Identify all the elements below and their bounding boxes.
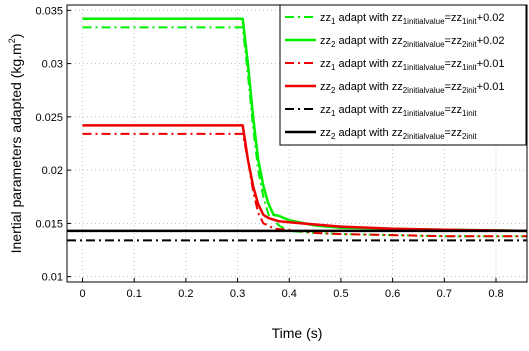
legend-text-part: =zz	[445, 35, 462, 47]
x-tick-label: 0.4	[282, 288, 297, 300]
legend-entry: zz1 adapt with zz1initialvalue=zz1init+0…	[320, 58, 505, 72]
y-tick-label: 0.02	[42, 165, 63, 177]
legend-subscript: 2initialvalue	[403, 40, 445, 49]
legend-subscript: 1initialvalue	[403, 63, 445, 72]
legend-text-part: =zz	[445, 81, 462, 93]
x-tick-label: 0.7	[437, 288, 452, 300]
legend-text-part: zz	[320, 35, 331, 47]
legend-text-part: +0.01	[477, 58, 505, 70]
legend-text-part: +0.02	[477, 35, 505, 47]
grid-lines	[67, 5, 527, 282]
legend-entry: zz1 adapt with zz1initialvalue=zz1init	[320, 104, 477, 118]
series-lines	[67, 17, 528, 242]
legend-subscript: 1	[331, 109, 336, 118]
series-line-3	[82, 132, 527, 238]
legend-text-part: zz	[320, 58, 331, 70]
y-axis-label-sup: 2	[7, 38, 17, 43]
legend-text-part: zz	[320, 81, 331, 93]
legend-subscript: 1	[331, 17, 336, 26]
x-tick-label: 0.3	[230, 288, 245, 300]
legend-text-part: adapt with zz	[335, 127, 402, 139]
y-tick-label: 0.015	[35, 218, 63, 230]
legend-subscript: 2init	[462, 132, 477, 141]
legend-text-part: =zz	[445, 127, 462, 139]
y-axis-label-end: )	[8, 34, 24, 39]
legend-subscript: 1init	[462, 63, 477, 72]
legend-subscript: 2	[331, 132, 336, 141]
legend-text-part: =zz	[445, 104, 462, 116]
legend: zz1 adapt with zz1initialvalue=zz1init+0…	[279, 4, 527, 146]
x-tick-label: 0	[79, 288, 85, 300]
legend-entry: zz1 adapt with zz1initialvalue=zz1init+0…	[320, 12, 505, 26]
legend-text-part: zz	[320, 12, 331, 24]
legend-entry: zz2 adapt with zz2initialvalue=zz2init+0…	[320, 35, 505, 49]
y-tick-label: 0.01	[42, 272, 63, 284]
legend-text-part: adapt with zz	[335, 81, 402, 93]
axis-ticks: 0 0.1 0.2 0.3 0.4 0.5 0.6 0.7 0.8 0.01 0.015 0.02 0.…	[35, 5, 503, 300]
x-axis-label: Time (s)	[272, 325, 323, 341]
y-tick-label: 0.025	[35, 112, 63, 124]
legend-subscript: 1init	[462, 17, 477, 26]
legend-text-part: +0.02	[477, 12, 505, 24]
legend-text-part: =zz	[445, 58, 462, 70]
legend-subscript: 1	[331, 63, 336, 72]
legend-text-part: adapt with zz	[335, 35, 402, 47]
legend-subscript: 1init	[462, 109, 477, 118]
legend-subscript: 2init	[462, 40, 477, 49]
x-tick-label: 0.1	[127, 288, 142, 300]
legend-subscript: 2	[331, 40, 336, 49]
y-tick-label: 0.035	[35, 5, 63, 17]
x-tick-label: 0.6	[385, 288, 400, 300]
legend-text-part: zz	[320, 104, 331, 116]
legend-text-part: adapt with zz	[335, 58, 402, 70]
legend-subscript: 2	[331, 86, 336, 95]
legend-subscript: 2initialvalue	[403, 86, 445, 95]
y-axis-label-main: Inertial parameters adapted (kg.m	[8, 43, 24, 253]
legend-subscript: 1initialvalue	[403, 109, 445, 118]
legend-text-part: zz	[320, 127, 331, 139]
legend-entry: zz2 adapt with zz2initialvalue=zz2init	[320, 127, 477, 141]
legend-box	[279, 4, 527, 146]
legend-text-part: adapt with zz	[335, 104, 402, 116]
legend-text-part: adapt with zz	[335, 12, 402, 24]
y-axis-label: Inertial parameters adapted (kg.m2)	[7, 34, 24, 254]
x-tick-label: 0.8	[488, 288, 503, 300]
x-tick-label: 0.2	[178, 288, 193, 300]
legend-subscript: 2initialvalue	[403, 132, 445, 141]
legend-text-part: =zz	[445, 12, 462, 24]
x-tick-label: 0.5	[333, 288, 348, 300]
series-line-4	[82, 124, 528, 233]
legend-subscript: 2init	[462, 86, 477, 95]
y-tick-label: 0.03	[42, 59, 63, 71]
legend-entry: zz2 adapt with zz2initialvalue=zz2init+0…	[320, 81, 505, 95]
legend-text-part: +0.01	[477, 81, 505, 93]
legend-subscript: 1initialvalue	[403, 17, 445, 26]
